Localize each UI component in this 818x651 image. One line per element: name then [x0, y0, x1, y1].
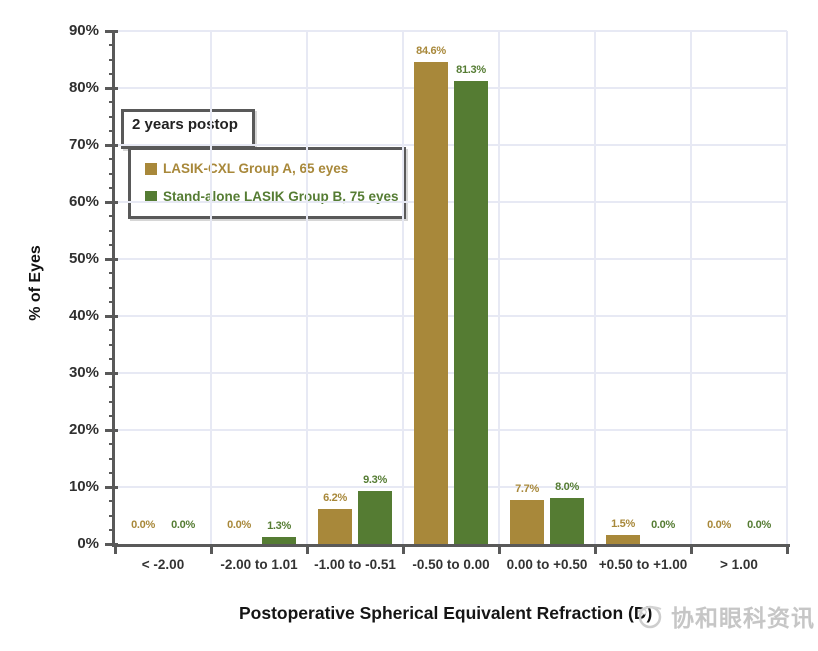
y-axis-tick-label: 90% — [68, 22, 99, 39]
x-axis-title: Postoperative Spherical Equivalent Refra… — [239, 603, 653, 623]
x-gridline — [498, 31, 500, 544]
x-axis-tick — [210, 544, 213, 554]
y-axis-tick-label: 50% — [68, 250, 99, 267]
y-axis-tick-label: 70% — [68, 136, 99, 153]
y-axis-major-tick — [105, 429, 118, 432]
legend-item-group-b: Stand-alone LASIK Group B, 75 eyes — [145, 189, 399, 204]
y-axis-major-tick — [105, 144, 118, 147]
bar-value-label: 1.3% — [267, 519, 291, 532]
y-gridline — [115, 201, 787, 203]
bar-value-label: 0.0% — [171, 519, 195, 531]
x-gridline — [306, 31, 308, 544]
bar-value-label: 0.0% — [707, 519, 731, 531]
y-gridline — [115, 87, 787, 89]
y-axis-major-tick — [105, 315, 118, 318]
y-gridline — [115, 258, 787, 260]
y-axis-major-tick — [105, 201, 118, 204]
y-axis-major-tick — [105, 87, 118, 90]
x-axis-category-label: > 1.00 — [720, 557, 758, 572]
x-axis-category-label: < -2.00 — [141, 557, 185, 572]
x-gridline — [786, 31, 788, 544]
x-gridline — [210, 31, 212, 544]
watermark-circle-swoosh-icon — [637, 605, 662, 629]
y-gridline — [115, 429, 787, 431]
x-axis-tick — [306, 544, 309, 554]
legend: LASIK-CXL Group A, 65 eyes Stand-alone L… — [128, 147, 406, 219]
y-axis-major-tick — [105, 543, 118, 546]
annotation-label: 2 years postop — [132, 116, 238, 133]
legend-label-group-b: Stand-alone LASIK Group B, 75 eyes — [163, 189, 399, 204]
x-axis-tick — [498, 544, 501, 554]
y-axis-tick-label: 30% — [68, 364, 99, 381]
y-axis-title: % of Eyes — [27, 245, 44, 321]
y-axis-tick-label: 80% — [68, 79, 99, 96]
bar-series0-cat3 — [414, 61, 448, 544]
y-axis-major-tick — [105, 258, 118, 261]
bar-series1-cat4 — [550, 498, 584, 544]
bar-value-label: 0.0% — [131, 519, 155, 531]
bar-value-label: 81.3% — [456, 63, 486, 76]
y-axis-tick-label: 10% — [68, 478, 99, 495]
y-gridline — [115, 372, 787, 374]
y-axis-tick-label: 60% — [68, 193, 99, 210]
y-axis-major-tick — [105, 30, 118, 33]
bar-value-label: 8.0% — [555, 481, 579, 494]
x-gridline — [690, 31, 692, 544]
y-axis-major-tick — [105, 486, 118, 489]
legend-label-group-a: LASIK-CXL Group A, 65 eyes — [163, 161, 349, 176]
x-axis-category-label: 0.00 to +0.50 — [506, 557, 588, 572]
legend-swatch-icon-group-b — [145, 190, 157, 203]
x-axis-category-label: -0.50 to 0.00 — [412, 557, 490, 572]
y-gridline — [115, 144, 787, 146]
bar-series0-cat2 — [318, 508, 352, 544]
legend-swatch-icon-group-a — [145, 162, 157, 175]
x-axis-tick — [402, 544, 405, 554]
bar-value-label: 0.0% — [747, 519, 771, 531]
bar-series0-cat5 — [606, 535, 640, 544]
watermark: 协和眼科资讯 — [634, 599, 815, 633]
y-axis-major-tick — [105, 372, 118, 375]
bar-series1-cat2 — [358, 490, 392, 544]
bar-value-label: 84.6% — [416, 44, 446, 57]
y-axis-tick-label: 40% — [68, 307, 99, 324]
bar-series1-cat1 — [262, 536, 296, 544]
legend-item-group-a: LASIK-CXL Group A, 65 eyes — [145, 161, 393, 176]
y-gridline — [115, 486, 787, 488]
bar-value-label: 7.7% — [515, 483, 539, 496]
x-axis-category-label: +0.50 to +1.00 — [598, 557, 688, 572]
x-axis-tick — [786, 544, 789, 554]
x-axis-tick — [594, 544, 597, 554]
x-axis-line — [112, 544, 790, 547]
bar-series1-cat3 — [454, 80, 488, 544]
watermark-text: 协和眼科资讯 — [671, 605, 815, 631]
x-axis-tick — [690, 544, 693, 554]
x-axis-category-label: -1.00 to -0.51 — [314, 557, 396, 572]
bar-value-label: 6.2% — [323, 491, 347, 504]
x-axis-category-label: -2.00 to 1.01 — [220, 557, 298, 572]
bar-series0-cat4 — [510, 500, 544, 544]
x-gridline — [402, 31, 404, 544]
x-axis-tick — [114, 544, 117, 554]
y-gridline — [115, 30, 787, 32]
y-axis-line — [112, 31, 115, 547]
y-axis-tick-label: 0% — [77, 535, 99, 552]
bar-value-label: 0.0% — [651, 519, 675, 531]
bar-value-label: 1.5% — [611, 518, 635, 531]
bar-value-label: 0.0% — [227, 519, 251, 531]
y-axis-tick-label: 20% — [68, 421, 99, 438]
bar-value-label: 9.3% — [363, 473, 387, 486]
annotation-box: 2 years postop — [121, 109, 255, 149]
y-gridline — [115, 315, 787, 317]
x-gridline — [594, 31, 596, 544]
